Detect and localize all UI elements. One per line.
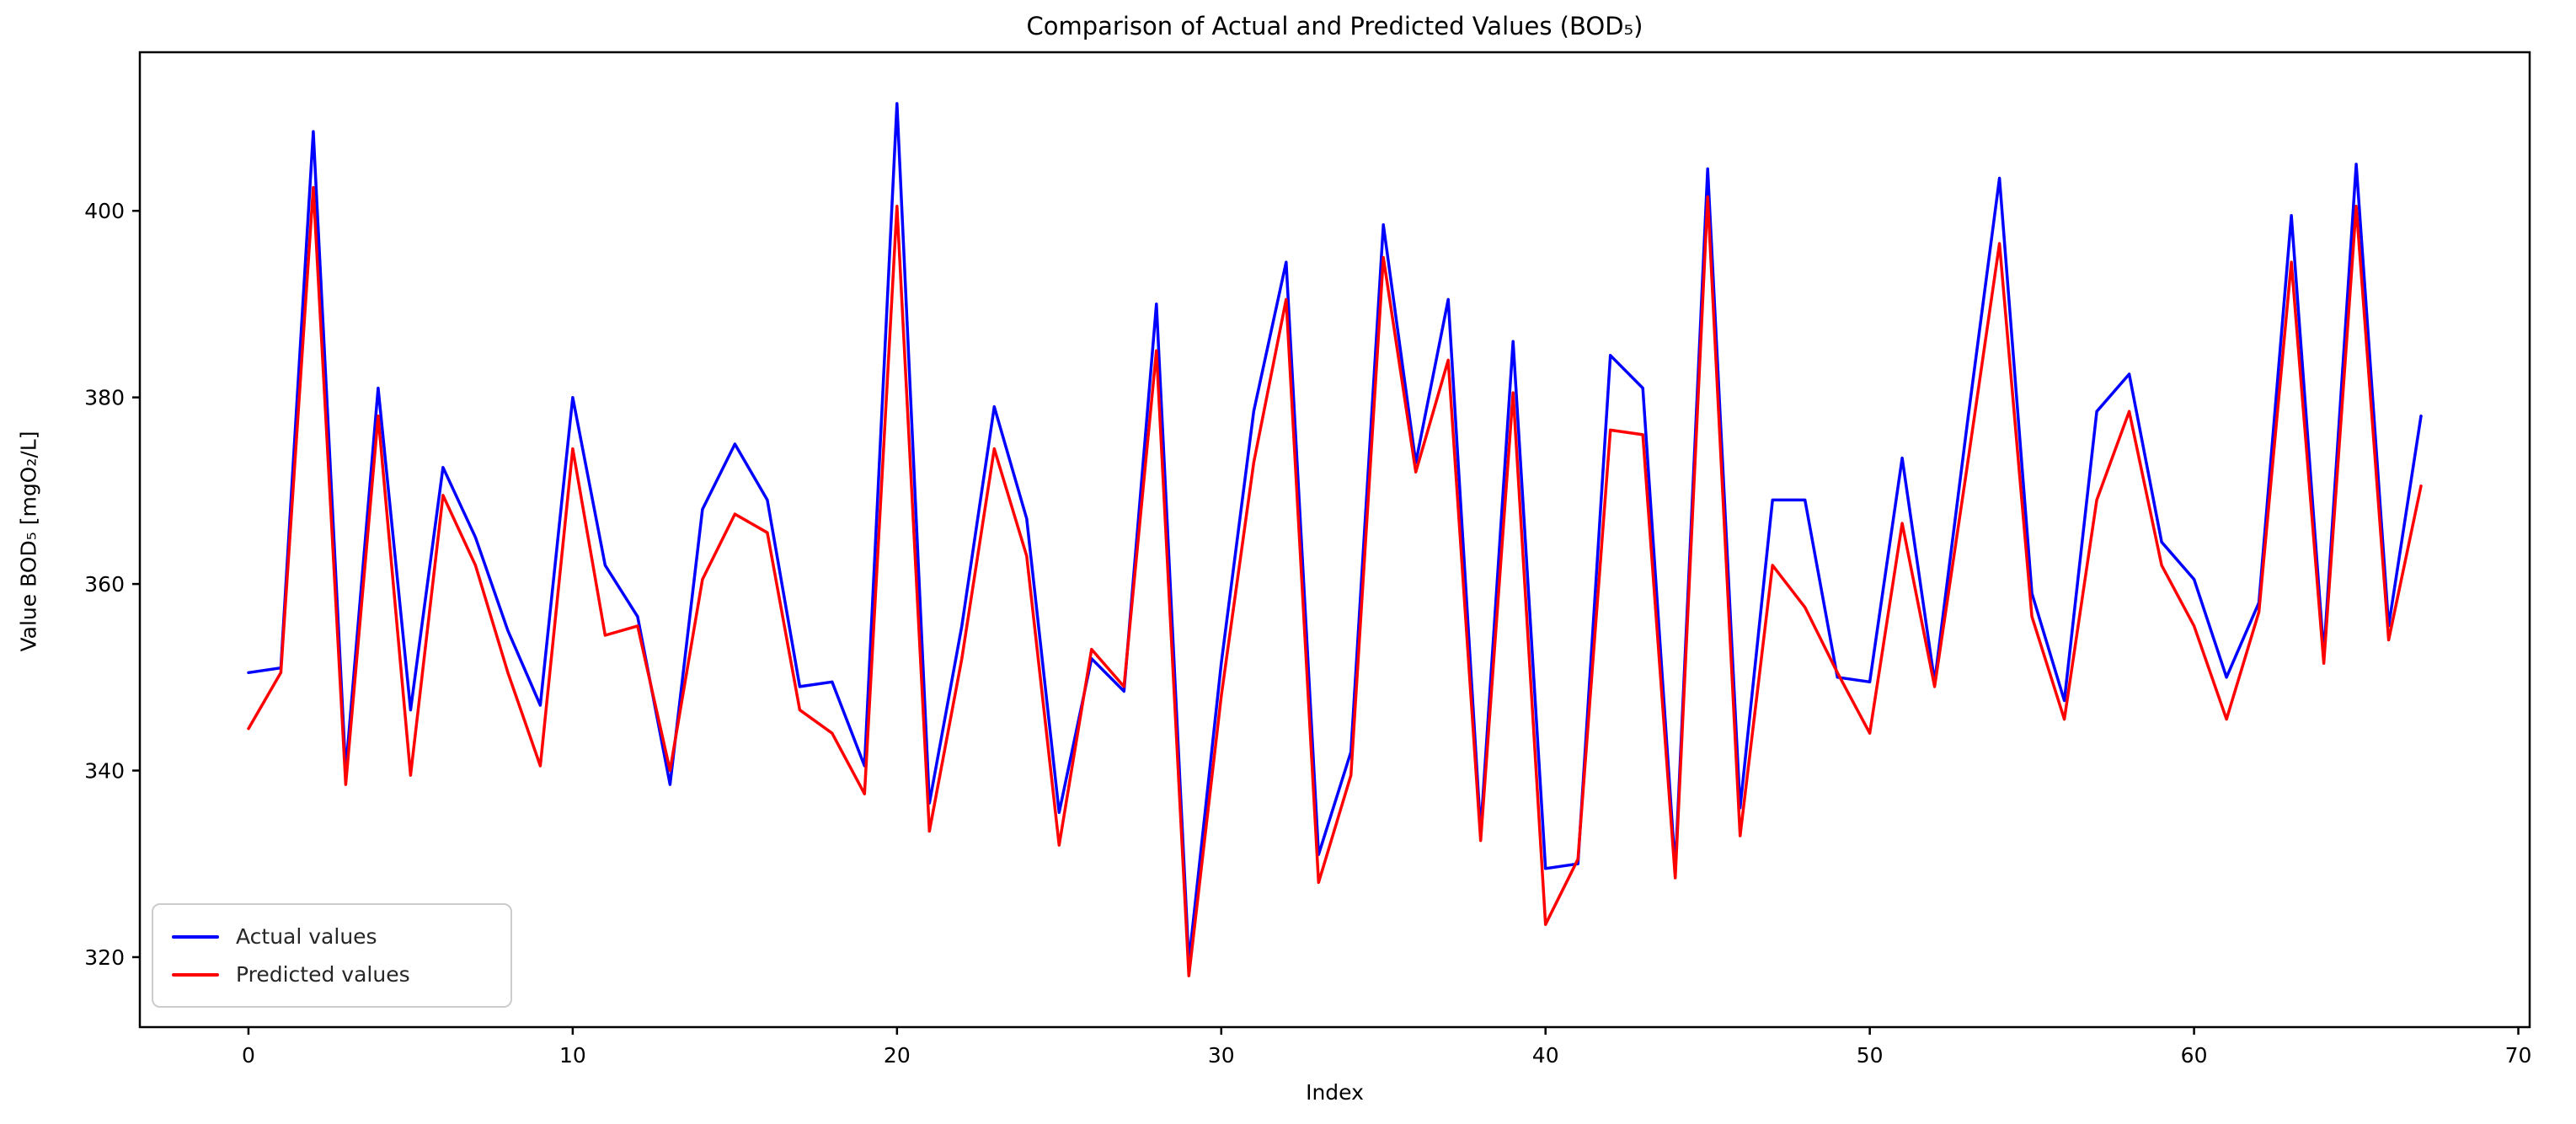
x-tick-label: 20 (884, 1043, 911, 1068)
x-axis-label: Index (1306, 1080, 1364, 1105)
predicted-values-line-swatch (172, 972, 219, 977)
actual-values-line-swatch (172, 934, 219, 939)
actual-values-line (247, 102, 2423, 964)
y-axis-label: Value BOD₅ [mgO₂/L] (16, 431, 41, 652)
x-tick-label: 40 (1532, 1043, 1559, 1068)
y-tick-label: 320 (84, 945, 125, 970)
x-tick-label: 70 (2505, 1043, 2532, 1068)
legend-label-actual: Actual values (236, 924, 377, 949)
y-tick-label: 360 (84, 572, 125, 597)
y-tick-label: 380 (84, 386, 125, 410)
legend: Actual values Predicted values (152, 903, 512, 1008)
chart-title: Comparison of Actual and Predicted Value… (1026, 12, 1643, 40)
y-tick-label: 400 (84, 199, 125, 223)
x-tick-label: 60 (2181, 1043, 2208, 1068)
legend-item-actual: Actual values (172, 924, 492, 949)
x-tick-label: 50 (1857, 1043, 1884, 1068)
x-tick-label: 30 (1208, 1043, 1235, 1068)
predicted-values-line (247, 185, 2423, 977)
x-tick-label: 0 (242, 1043, 255, 1068)
legend-label-predicted: Predicted values (236, 962, 410, 987)
y-tick-label: 340 (84, 759, 125, 784)
x-tick-label: 10 (559, 1043, 586, 1068)
plot-frame (138, 51, 2531, 1029)
legend-item-predicted: Predicted values (172, 962, 492, 987)
